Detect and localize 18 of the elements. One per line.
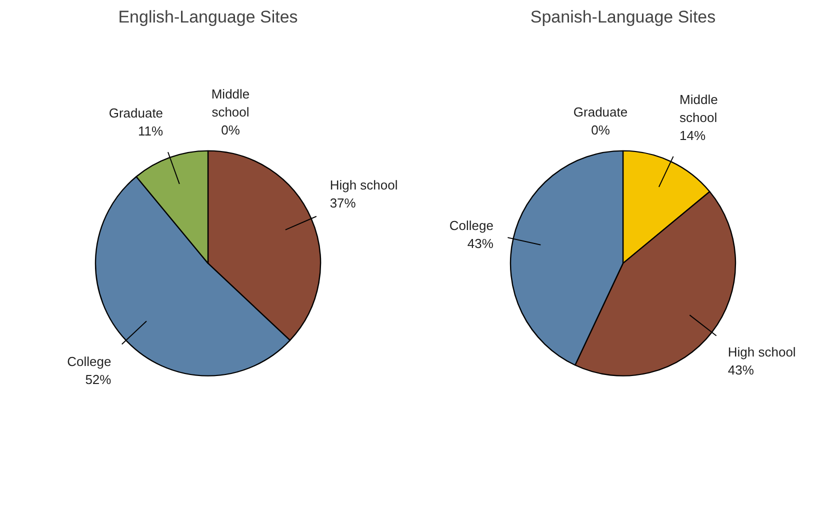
data-label: 52% [85, 372, 112, 388]
slice-label: Middle school [680, 92, 718, 126]
data-label: 43% [467, 236, 494, 251]
data-label: 14% [680, 128, 706, 144]
text: 0% [221, 122, 240, 138]
text: 0% [591, 122, 610, 138]
slice-label: College [67, 354, 112, 370]
slice-label: Graduate [108, 105, 164, 120]
data-label: 11% [138, 123, 164, 138]
chart-title: Spanish-Language Sites [530, 8, 716, 26]
chart-title: English-Language Sites [118, 8, 298, 26]
category-label: Graduate [573, 104, 628, 120]
slice-label: High school [330, 178, 398, 193]
category-label: Middle school [211, 86, 250, 120]
slice-label: College [449, 218, 494, 233]
slice-label: High school [728, 344, 796, 360]
data-label: 37% [330, 196, 356, 211]
data-label: 43% [728, 362, 754, 378]
